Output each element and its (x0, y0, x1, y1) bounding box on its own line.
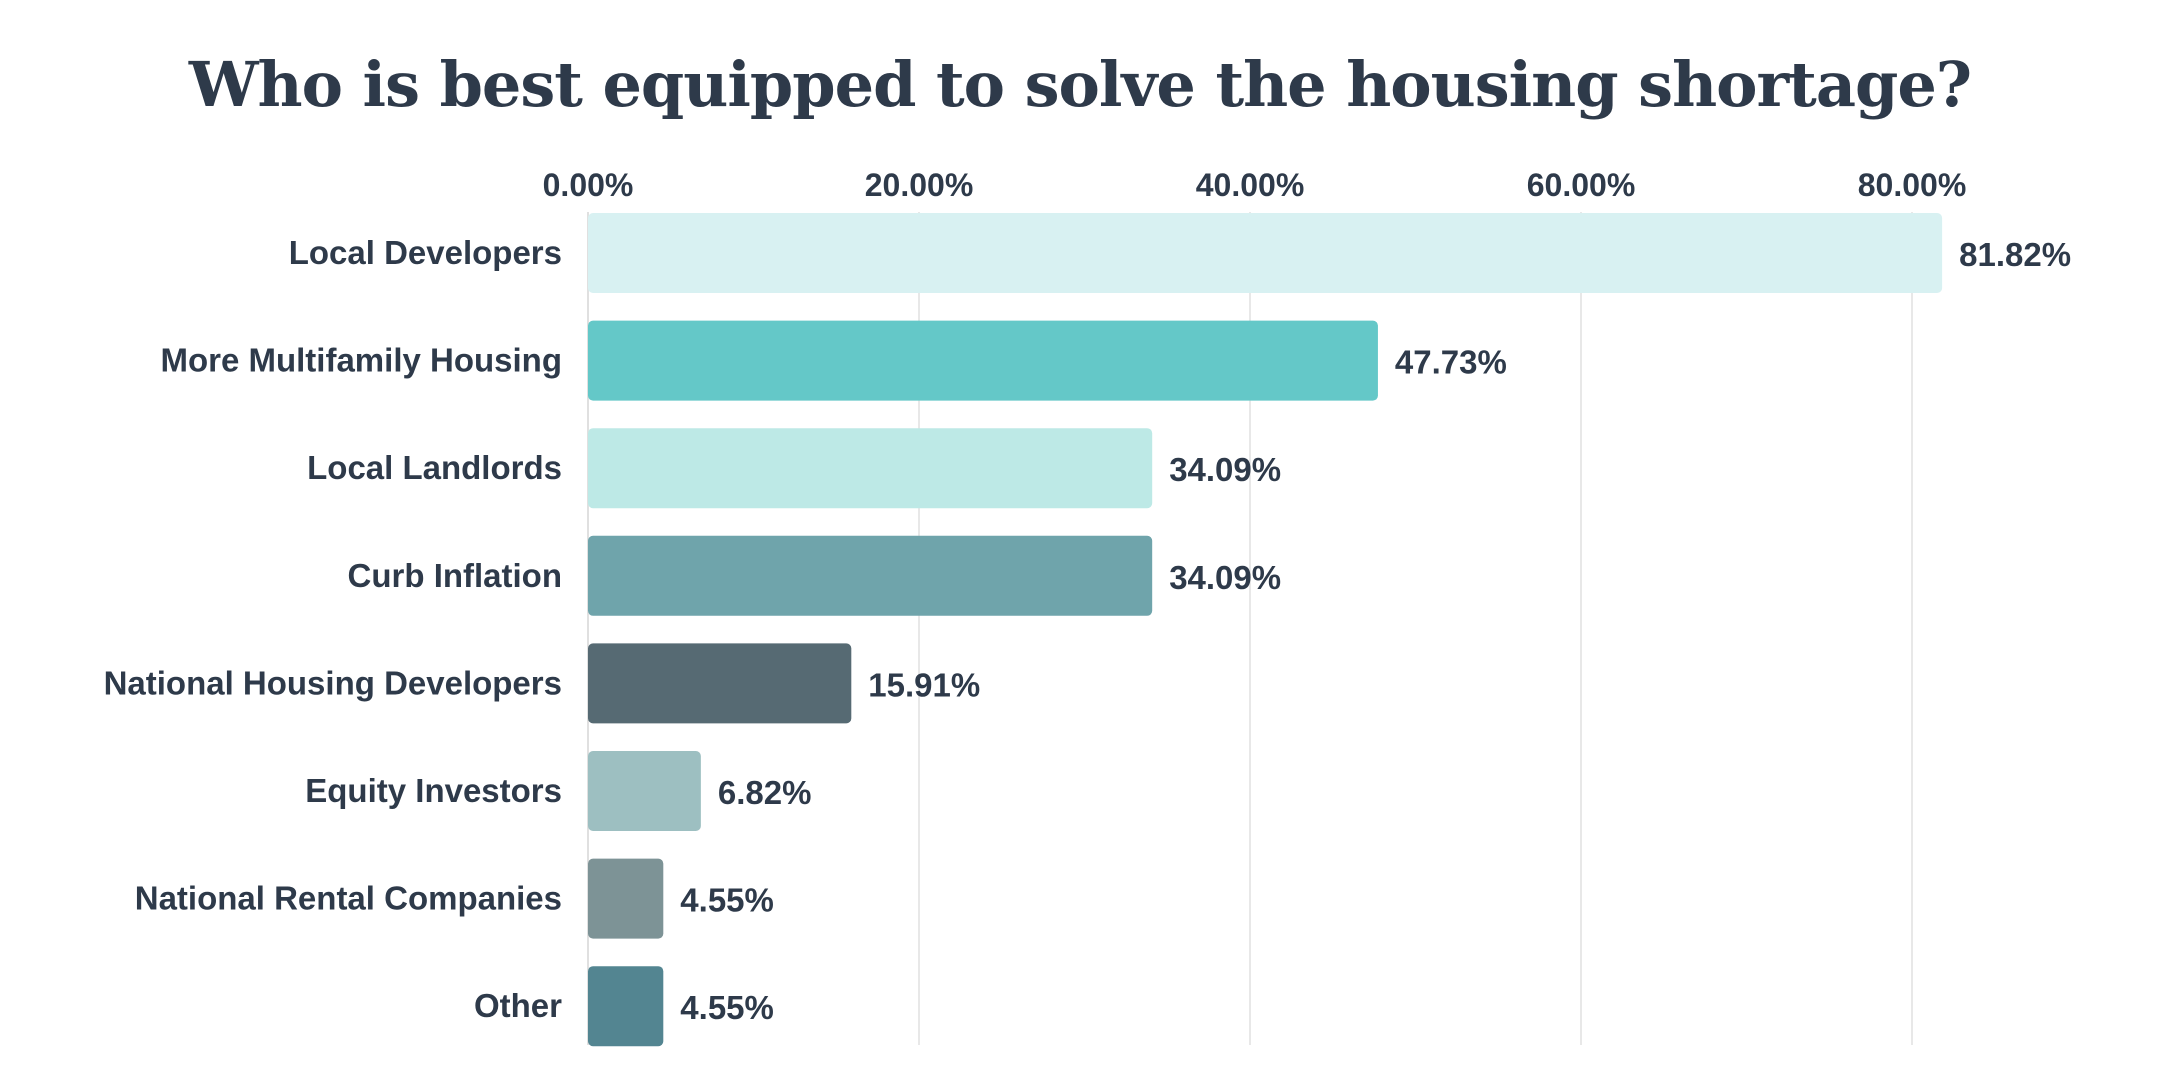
bar (588, 966, 664, 1047)
category-label: Other (474, 987, 562, 1024)
bar (588, 428, 1153, 509)
bar (588, 535, 1153, 616)
category-label: Local Developers (289, 234, 562, 271)
category-label: Equity Investors (305, 772, 562, 809)
value-label: 4.55% (680, 882, 774, 919)
bar (588, 213, 1943, 293)
category-labels: Local Developers More Multifamily Housing… (104, 234, 563, 1024)
category-label: More Multifamily Housing (160, 342, 562, 379)
value-label: 34.09% (1169, 451, 1281, 488)
x-tick-label: 40.00% (1196, 167, 1305, 203)
x-tick-label: 60.00% (1527, 167, 1636, 203)
x-tick-label: 20.00% (865, 167, 974, 203)
category-label: National Rental Companies (135, 880, 562, 917)
value-label: 34.09% (1169, 559, 1281, 596)
bars (588, 213, 1943, 1047)
value-label: 15.91% (868, 666, 980, 703)
chart-title: Who is best equipped to solve the housin… (188, 48, 1972, 121)
value-labels: 81.82% 47.73% 34.09% 34.09% 15.91% 6.82% 4.55%… (680, 236, 2071, 1026)
value-label: 6.82% (718, 774, 812, 811)
bar (588, 320, 1378, 401)
category-label: National Housing Developers (104, 664, 562, 701)
x-tick-label: 80.00% (1858, 167, 1967, 203)
value-label: 4.55% (680, 989, 774, 1026)
bar (588, 751, 701, 831)
bar (588, 858, 664, 939)
value-label: 47.73% (1395, 344, 1507, 381)
value-label: 81.82% (1959, 236, 2071, 273)
x-tick-label: 0.00% (543, 167, 634, 203)
category-label: Curb Inflation (348, 557, 562, 594)
category-label: Local Landlords (307, 449, 562, 486)
bar (588, 643, 852, 724)
x-axis-ticks: 0.00% 20.00% 40.00% 60.00% 80.00% (543, 167, 1967, 203)
